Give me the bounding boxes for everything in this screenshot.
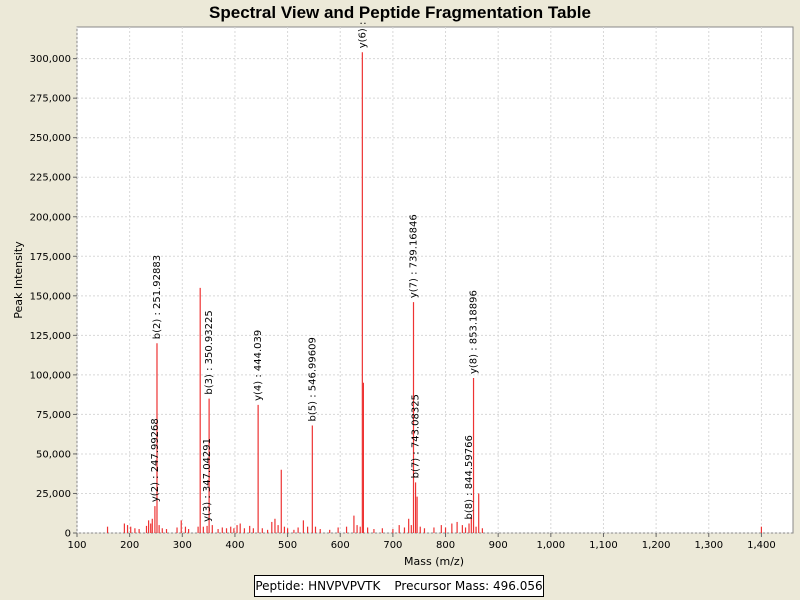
x-tick-label: 700 xyxy=(383,540,402,551)
y-tick-label: 100,000 xyxy=(30,370,71,381)
x-tick-label: 800 xyxy=(436,540,455,551)
x-tick-label: 1,300 xyxy=(694,540,723,551)
peak-series xyxy=(106,52,763,533)
y-tick-label: 150,000 xyxy=(30,291,71,302)
x-tick-label: 400 xyxy=(225,540,244,551)
x-tick-label: 300 xyxy=(173,540,192,551)
peak-label: b(8) : 844.59766 xyxy=(464,435,475,519)
legend: Peptide: HNVPVPVTK Precursor Mass: 496.0… xyxy=(254,575,544,597)
peak-label: y(8) : 853.18896 xyxy=(469,290,480,374)
peak-label: b(5) : 546.99609 xyxy=(307,337,318,421)
peak-label: b(2) : 251.92883 xyxy=(152,255,163,339)
y-tick-label: 75,000 xyxy=(36,410,71,421)
y-tick-label: 0 xyxy=(65,529,71,540)
y-tick-label: 50,000 xyxy=(36,449,71,460)
peak-annotations: y(2) : 247.99268 b(2) : 251.92883 y(3) : 3… xyxy=(150,22,480,522)
x-tick-label: 500 xyxy=(278,540,297,551)
y-tick-label: 175,000 xyxy=(30,252,71,263)
legend-peptide: Peptide: HNVPVPVTK xyxy=(255,579,381,593)
x-tick-label: 200 xyxy=(120,540,139,551)
peak-label: y(4) : 444.039 xyxy=(253,330,264,401)
y-tick-label: 125,000 xyxy=(30,331,71,342)
peak-label: y(7) : 739.16846 xyxy=(409,214,420,298)
x-tick-label: 100 xyxy=(67,540,86,551)
x-tick-label: 1,400 xyxy=(747,540,776,551)
legend-precursor-mass: Precursor Mass: 496.056 xyxy=(394,579,543,593)
y-tick-label: 250,000 xyxy=(30,133,71,144)
x-axis: 100 200 300 400 500 600 700 800 900 1,000 1,100 1,2… xyxy=(67,533,776,551)
x-tick-label: 1,000 xyxy=(537,540,566,551)
x-tick-label: 600 xyxy=(331,540,350,551)
peak-label: y(6) : xyxy=(357,22,368,49)
peak-label: y(3) : 347.04291 xyxy=(202,438,213,522)
y-tick-label: 25,000 xyxy=(36,489,71,500)
x-tick-label: 900 xyxy=(489,540,508,551)
grid xyxy=(76,27,793,534)
peak-label: b(7) : 743.08325 xyxy=(411,394,422,478)
y-axis: 0 25,000 50,000 75,000 100,000 125,000 150,000… xyxy=(30,54,77,540)
x-axis-label: Mass (m/z) xyxy=(404,555,464,568)
y-tick-label: 200,000 xyxy=(30,212,71,223)
y-tick-label: 275,000 xyxy=(30,94,71,105)
peak-label: b(3) : 350.93225 xyxy=(204,310,215,394)
chart-title: Spectral View and Peptide Fragmentation … xyxy=(209,3,591,22)
y-axis-label: Peak Intensity xyxy=(12,241,25,319)
x-tick-label: 1,100 xyxy=(589,540,618,551)
y-tick-label: 225,000 xyxy=(30,173,71,184)
peak-label: y(2) : 247.99268 xyxy=(150,418,161,502)
y-tick-label: 300,000 xyxy=(30,54,71,65)
x-tick-label: 1,200 xyxy=(642,540,671,551)
plot-area xyxy=(76,26,794,534)
